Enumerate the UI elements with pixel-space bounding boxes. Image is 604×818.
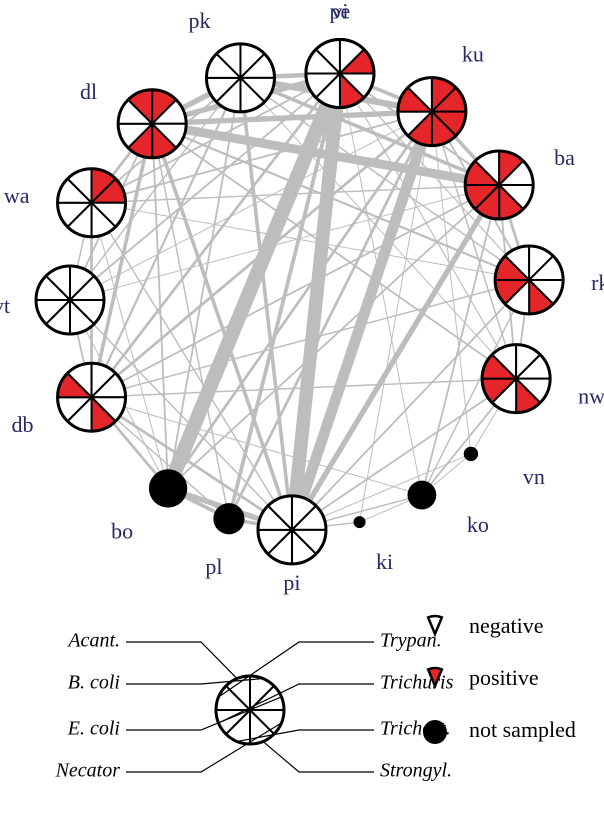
- node-ku: ku: [398, 42, 484, 146]
- legend-leader: [263, 741, 374, 772]
- legend-species-label: Strongyl.: [380, 760, 452, 782]
- unsampled-dot: [149, 469, 187, 507]
- node-label: rk: [591, 270, 604, 295]
- node-ki: ki: [354, 516, 394, 574]
- node-label: ba: [554, 145, 575, 170]
- node-vt: vt: [0, 266, 104, 334]
- legend-dot-icon: [423, 720, 447, 744]
- legend-key-label: not sampled: [469, 717, 576, 742]
- node-label: vt: [0, 293, 10, 318]
- node-ko: ko: [407, 481, 488, 537]
- node-label: ko: [467, 512, 489, 537]
- node-label: db: [12, 412, 34, 437]
- figure-canvas: vikubarknwvnkokipiplbodbvtwadlpkpeAcant.…: [0, 0, 604, 818]
- legend-species-label: E. coli: [67, 718, 120, 740]
- node-bo: bo: [111, 469, 187, 543]
- legend-species-label: Trichuris: [380, 672, 454, 694]
- legend-species-label: Acant.: [66, 630, 120, 652]
- node-label: pe: [330, 0, 351, 24]
- node-db: db: [12, 363, 126, 437]
- node-label: nw: [578, 384, 604, 409]
- node-pi: pi: [258, 496, 326, 595]
- legend-species-label: B. coli: [68, 672, 120, 694]
- legend-species-label: Trypan.: [380, 630, 442, 652]
- node-nw: nw: [482, 345, 604, 413]
- node-vn: vn: [464, 447, 545, 489]
- node-label: pi: [283, 570, 300, 595]
- node-label: ki: [376, 549, 393, 574]
- node-label: wa: [4, 183, 30, 208]
- unsampled-dot: [354, 516, 366, 528]
- node-label: ku: [462, 42, 484, 67]
- legend-wheel: Acant. B. coli E. coli Necator Strongyl. Tric…: [55, 630, 454, 782]
- node-dl: dl: [80, 79, 186, 158]
- legend-key-label: positive: [469, 665, 539, 690]
- node-ba: ba: [465, 145, 575, 219]
- node-pe: pe: [306, 0, 374, 107]
- node-label: bo: [111, 518, 133, 543]
- node-pl: pl: [205, 503, 244, 579]
- node-label: pk: [188, 8, 210, 33]
- node-rk: rk: [495, 246, 604, 314]
- node-label: vn: [523, 464, 545, 489]
- edge: [168, 185, 499, 488]
- legend-leader: [126, 642, 237, 679]
- legend-species-label: Necator: [55, 760, 121, 782]
- unsampled-dot: [213, 503, 244, 534]
- legend-key-label: negative: [469, 613, 544, 638]
- unsampled-dot: [407, 481, 436, 510]
- node-label: pl: [205, 554, 222, 579]
- node-label: dl: [80, 79, 97, 104]
- node-wa: wa: [4, 169, 126, 237]
- unsampled-dot: [464, 447, 478, 461]
